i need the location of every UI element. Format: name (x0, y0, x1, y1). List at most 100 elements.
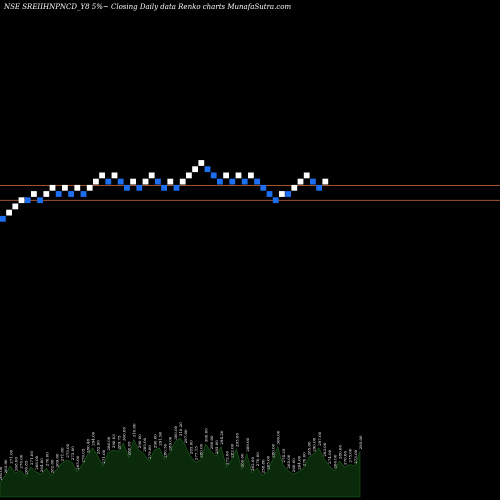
renko-brick-up (279, 191, 285, 197)
reference-lines (0, 185, 500, 201)
volume-label: 271.00 (60, 447, 65, 461)
volume-label: 273.00 (353, 449, 358, 463)
renko-brick-down (217, 178, 223, 185)
volume-label: 269.00 (55, 453, 60, 467)
volume-label: 282.00 (229, 443, 234, 457)
volume-label: 285.00 (188, 440, 193, 454)
volume-label: 285.00 (307, 441, 312, 455)
renko-brick-up (248, 172, 254, 179)
renko-brick-up (235, 172, 242, 179)
volume-label: 297.00 (317, 431, 322, 445)
volume-label: 266.00 (332, 454, 337, 468)
volume-label: 290.00 (137, 434, 142, 448)
renko-brick-up (192, 166, 198, 173)
volume-label: 285.00 (214, 440, 219, 454)
volume-area-path (0, 437, 361, 498)
renko-brick-down (0, 215, 6, 222)
renko-brick-up (130, 178, 136, 185)
volume-label: 268.00 (34, 455, 39, 469)
volume-label: 290.03 (111, 434, 116, 448)
renko-brick-down (210, 172, 217, 179)
volume-label: 295.00 (358, 435, 363, 449)
renko-brick-up (6, 209, 12, 216)
renko-brick-up (99, 172, 105, 179)
renko-brick-down (229, 178, 236, 185)
renko-brick-up (49, 184, 56, 191)
renko-brick-up (142, 178, 149, 185)
renko-brick-up (62, 184, 68, 191)
renko-brick-down (55, 191, 62, 197)
renko-brick-down (241, 178, 248, 185)
volume-label: 285.00 (142, 437, 147, 451)
volume-label: 272.00 (224, 451, 229, 465)
renko-brick-down (310, 178, 316, 185)
renko-brick-up (322, 178, 329, 185)
renko-brick-down (316, 184, 322, 191)
volume-label: 282.00 (96, 440, 101, 454)
renko-brick-down (254, 178, 260, 185)
renko-brick-down (285, 191, 291, 197)
renko-brick-down (68, 191, 74, 197)
volume-label: 300.00 (173, 425, 178, 439)
renko-brick-down (161, 184, 167, 191)
volume-label: 270.00 (19, 454, 24, 468)
volume-label: 290.00 (152, 434, 157, 448)
renko-brick-up (111, 172, 118, 179)
volume-label: 275.00 (348, 448, 353, 462)
renko-brick-up (167, 178, 174, 185)
chart-title: NSE SREIIHNPNCD_Y8 5%~ Closing Daily dat… (3, 3, 291, 11)
volume-label: 265.00 (75, 455, 80, 469)
volume-label: 290.00 (209, 435, 214, 449)
volume-label: 262.00 (250, 457, 255, 471)
renko-brick-down (204, 166, 211, 173)
volume-label: 280.00 (337, 445, 342, 459)
volume-label: 310.00 (132, 423, 137, 437)
volume-label: 265.00 (286, 454, 291, 468)
renko-brick-down (117, 178, 124, 185)
renko-brick-down (24, 197, 31, 204)
renko-brick-down (105, 178, 112, 185)
volume-label: 289.00 (168, 436, 173, 450)
renko-brick-up (198, 160, 205, 166)
volume-label: 295.00 (235, 433, 240, 447)
volume-label: 258.80 (260, 459, 265, 473)
renko-bricks (0, 160, 329, 222)
volume-label: 294.20 (219, 430, 224, 444)
volume-label: 270.05 (80, 448, 85, 462)
volume-label: 270.00 (343, 451, 348, 465)
volume-label: 286.00 (106, 436, 111, 450)
volume-label: 271.00 (8, 449, 13, 463)
volume-label: 290.00 (312, 437, 317, 451)
volume-label: 260.00 (291, 458, 296, 472)
volume-label: 289.00 (245, 437, 250, 451)
volume-label: 297.00 (183, 429, 188, 443)
renko-brick-down (266, 191, 273, 197)
volume-label: 275.00 (65, 443, 70, 457)
renko-brick-up (148, 172, 155, 179)
volume-label: 294.00 (91, 431, 96, 445)
volume-label: 280.50 (163, 443, 168, 457)
volume-label: 263.90 (3, 459, 8, 473)
volume-label: 280.00 (271, 443, 276, 457)
volume-label: 289.75 (116, 435, 121, 449)
renko-brick-down (37, 197, 43, 204)
volume-label: 271.00 (101, 449, 106, 463)
volume-label: 310.20 (178, 422, 183, 436)
renko-brick-down (155, 178, 161, 185)
renko-brick-up (179, 178, 186, 185)
volume-label: 264.80 (39, 458, 44, 472)
volume-label: 270.00 (301, 452, 306, 466)
volume-label: 300.00 (204, 428, 209, 442)
volume-label: 265.00 (265, 455, 270, 469)
renko-brick-up (43, 191, 50, 197)
renko-brick-down (80, 191, 87, 197)
renko-brick-up (223, 172, 229, 179)
volume-label: 274.00 (327, 449, 332, 463)
volume-label: 270.00 (255, 452, 260, 466)
volume-label: 260.85 (24, 460, 29, 474)
volume-label: 300.00 (121, 427, 126, 441)
volume-label: 279.00 (147, 445, 152, 459)
volume-label: 271.00 (29, 451, 34, 465)
